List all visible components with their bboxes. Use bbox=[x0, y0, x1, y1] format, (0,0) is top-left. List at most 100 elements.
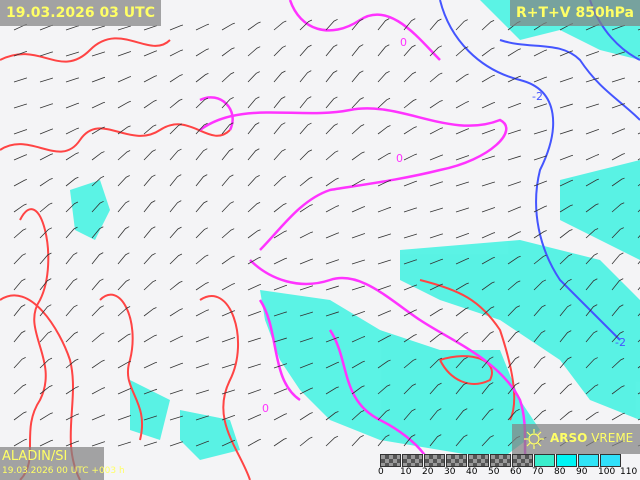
wind-barb bbox=[325, 435, 339, 447]
wind-barb bbox=[39, 252, 52, 265]
wind-barb bbox=[39, 330, 52, 343]
legend-swatch bbox=[534, 454, 555, 467]
wind-barb bbox=[403, 207, 418, 213]
wind-barb bbox=[13, 411, 27, 421]
wind-barb bbox=[403, 309, 417, 317]
wind-barb bbox=[221, 228, 235, 239]
wind-barb bbox=[299, 176, 313, 187]
wind-barb bbox=[377, 152, 391, 161]
wind-barb bbox=[533, 382, 546, 395]
wind-barb bbox=[221, 22, 235, 31]
wind-barb bbox=[247, 175, 260, 187]
arso-logo: ARSO VREME bbox=[512, 424, 640, 454]
wind-barb bbox=[429, 233, 444, 239]
wind-barb bbox=[143, 415, 158, 421]
wind-barb bbox=[533, 155, 548, 161]
wind-barb bbox=[273, 148, 286, 161]
wind-barb bbox=[273, 311, 288, 317]
wind-barb bbox=[13, 179, 27, 187]
wind-barb bbox=[429, 207, 443, 213]
wind-barb bbox=[195, 174, 208, 187]
wind-barb bbox=[169, 98, 183, 109]
wind-barb bbox=[91, 126, 105, 135]
wind-barb bbox=[325, 285, 339, 291]
wind-barb bbox=[325, 232, 340, 239]
wind-barb bbox=[559, 410, 573, 421]
wind-barb bbox=[611, 51, 626, 57]
wind-barb bbox=[91, 359, 105, 369]
model-name: ALADIN/SI bbox=[2, 449, 68, 464]
wind-barb bbox=[403, 383, 417, 395]
wind-barb bbox=[13, 203, 27, 213]
wind-barb bbox=[273, 20, 287, 31]
wind-barb bbox=[611, 227, 624, 239]
wind-barb bbox=[585, 411, 599, 421]
wind-barb bbox=[377, 359, 391, 369]
wind-barb bbox=[195, 363, 210, 369]
wind-barb bbox=[559, 356, 572, 369]
humidity-shading bbox=[70, 0, 640, 460]
wind-barb bbox=[403, 98, 417, 109]
wind-barb bbox=[169, 253, 183, 265]
wind-barb bbox=[611, 304, 624, 317]
wind-barb bbox=[507, 129, 522, 135]
wind-barb bbox=[455, 307, 469, 317]
wind-barb bbox=[65, 331, 79, 343]
wind-barb bbox=[585, 103, 600, 109]
legend-swatch bbox=[556, 454, 577, 467]
wind-barb bbox=[65, 77, 80, 83]
wind-barb bbox=[169, 415, 183, 421]
wind-barb bbox=[143, 307, 157, 317]
wind-barb bbox=[403, 71, 417, 83]
wind-barb bbox=[403, 44, 416, 57]
wind-barb bbox=[91, 387, 105, 395]
wind-barb bbox=[533, 409, 547, 421]
wind-barb bbox=[273, 437, 287, 447]
wind-barb bbox=[117, 175, 130, 187]
wind-barb bbox=[481, 408, 494, 421]
wind-barb bbox=[585, 330, 598, 343]
legend-swatch bbox=[468, 454, 489, 467]
wind-barb bbox=[429, 127, 443, 135]
wind-barb bbox=[247, 363, 261, 369]
wind-barb bbox=[65, 440, 80, 447]
wind-barb bbox=[143, 174, 156, 187]
wind-barb bbox=[195, 254, 209, 265]
wind-barb bbox=[299, 96, 312, 109]
wind-barb bbox=[429, 181, 444, 187]
legend-swatch bbox=[380, 454, 401, 467]
wind-barb bbox=[299, 285, 314, 291]
wind-barb bbox=[533, 129, 547, 135]
wind-barb bbox=[403, 284, 418, 291]
wind-barb bbox=[13, 384, 27, 395]
wind-barb bbox=[611, 103, 626, 109]
wind-barb bbox=[195, 227, 209, 239]
wind-barb bbox=[91, 25, 105, 31]
wind-barb bbox=[507, 356, 520, 369]
wind-barb bbox=[117, 25, 131, 31]
wind-barb bbox=[247, 438, 261, 447]
wind-barb bbox=[611, 252, 624, 265]
legend-swatch bbox=[424, 454, 445, 467]
wind-barb bbox=[13, 129, 28, 135]
wind-barb bbox=[377, 18, 390, 31]
wind-barb bbox=[299, 122, 312, 135]
wind-barb bbox=[117, 200, 130, 213]
wind-barb bbox=[299, 412, 313, 421]
wind-barb bbox=[481, 435, 494, 447]
wind-barb bbox=[39, 304, 52, 317]
wind-barb bbox=[65, 226, 78, 239]
wind-barb bbox=[403, 259, 418, 265]
wind-barb bbox=[143, 50, 158, 57]
wind-barb bbox=[481, 306, 495, 317]
wind-barb bbox=[221, 174, 234, 187]
wind-barb bbox=[117, 100, 131, 109]
wind-barb bbox=[429, 18, 442, 31]
wind-barb bbox=[39, 77, 53, 83]
wind-barb bbox=[455, 232, 470, 239]
wind-barb bbox=[611, 412, 625, 421]
wind-barb bbox=[559, 103, 573, 109]
wind-barb bbox=[39, 385, 53, 395]
wind-barb bbox=[299, 258, 314, 265]
